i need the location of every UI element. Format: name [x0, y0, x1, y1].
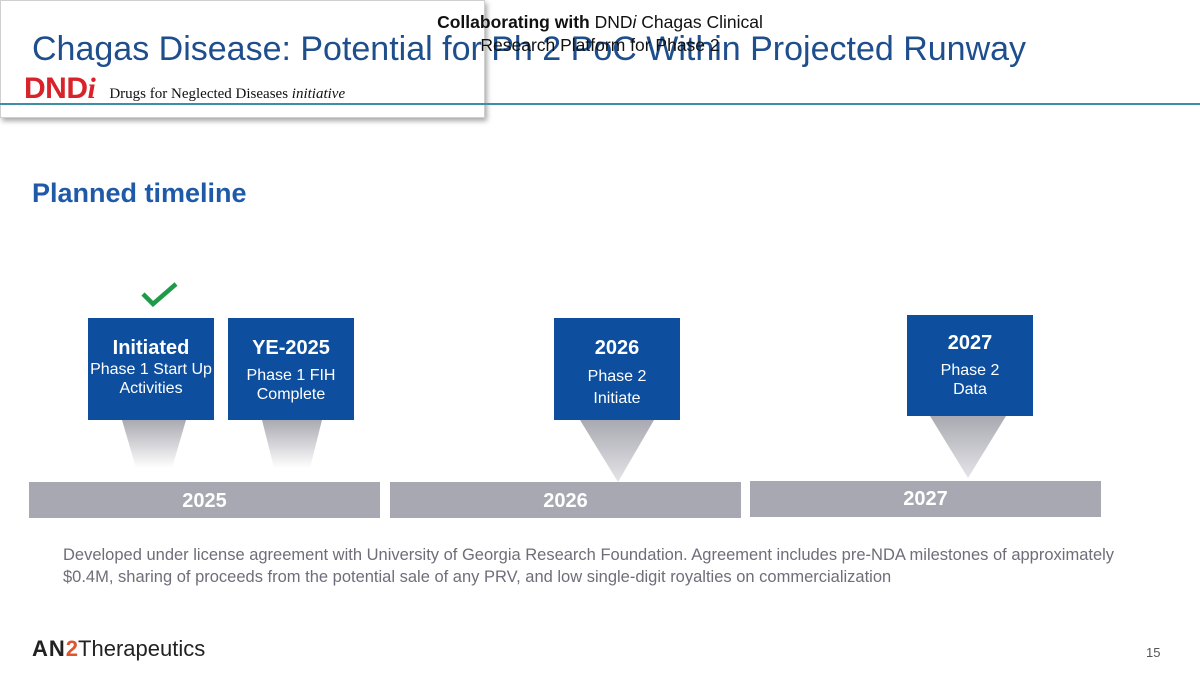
collaboration-text: Collaborating with DNDi Chagas Clinical …: [0, 11, 1200, 57]
connector-initiated: [122, 420, 186, 468]
checkmark-icon: [141, 282, 178, 307]
year-bar-2027: 2027: [750, 481, 1101, 517]
collaboration-org-italic: i: [632, 12, 637, 32]
slide-title: Chagas Disease: Potential for Ph 2 PoC W…: [32, 30, 1027, 68]
milestone-heading: 2027: [947, 332, 993, 354]
milestone-2026: 2026 Phase 2 Initiate: [554, 318, 680, 420]
milestone-heading: 2026: [594, 337, 640, 359]
section-heading: Planned timeline: [32, 178, 247, 208]
dndi-logo-mark: DNDi: [24, 72, 96, 105]
milestone-heading: YE-2025: [252, 337, 330, 359]
title-divider: [0, 103, 1200, 105]
connector-2027: [930, 416, 1006, 478]
footnote: Developed under license agreement with U…: [63, 546, 1115, 586]
connector-ye2025: [262, 420, 322, 468]
milestone-ye2025: YE-2025 Phase 1 FIH Complete: [228, 318, 354, 420]
page-number: 15: [1146, 645, 1161, 660]
dndi-logo: DNDi Drugs for Neglected Diseases initia…: [24, 72, 345, 106]
milestone-initiated: Initiated Phase 1 Start Up Activities: [88, 318, 214, 420]
collaboration-bold: Collaborating with: [437, 12, 590, 32]
collaboration-line1-rest: Chagas Clinical: [641, 12, 763, 32]
collaboration-line2: Research Platform for Phase 2: [480, 35, 720, 55]
milestone-2027: 2027 Phase 2 Data: [907, 315, 1033, 416]
milestone-body: Phase 2 Data: [940, 362, 1000, 398]
milestone-body: Phase 1 FIH Complete: [246, 367, 336, 403]
milestone-heading: Initiated: [112, 337, 190, 359]
connector-2026: [580, 420, 654, 482]
year-bar-2026: 2026: [390, 482, 741, 518]
collaboration-callout: Collaborating with DNDi Chagas Clinical …: [0, 0, 763, 118]
dndi-logo-tagline: Drugs for Neglected Diseases initiative: [109, 86, 346, 102]
milestone-body: Phase 2 Initiate: [587, 368, 647, 407]
year-bar-2025: 2025: [29, 482, 380, 518]
collaboration-org: DND: [594, 12, 633, 32]
milestone-body: Phase 1 Start Up Activities: [90, 361, 212, 397]
company-logo: AN2Therapeutics: [32, 636, 206, 661]
